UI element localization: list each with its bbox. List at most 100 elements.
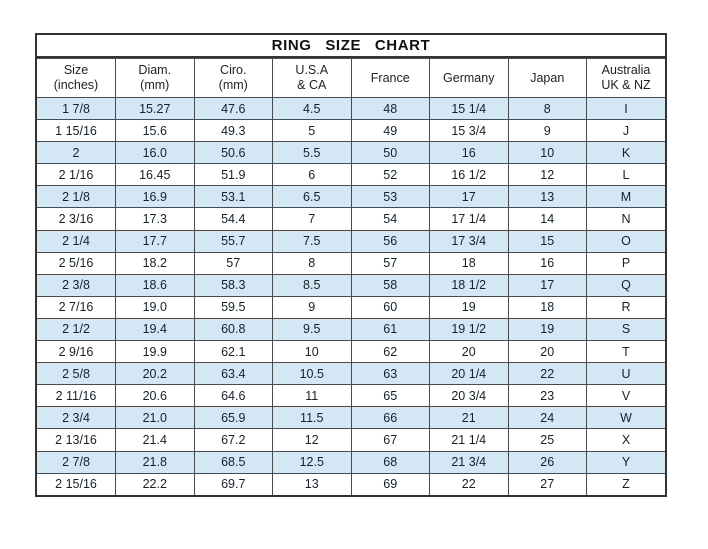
table-cell: K xyxy=(586,141,665,165)
table-cell: S xyxy=(586,317,665,342)
table-cell: 4.5 xyxy=(272,96,352,121)
table-cell: 57 xyxy=(350,251,430,275)
table-cell: 13 xyxy=(272,472,352,496)
table-cell: 20 3/4 xyxy=(429,384,509,408)
table-cell: 22 xyxy=(507,362,587,386)
table-cell: 10.5 xyxy=(272,362,352,386)
table-row: 2 3/16 17.3 54.4 7 54 17 1/4 14 N xyxy=(37,207,665,231)
table-cell: 2 3/16 xyxy=(37,207,116,231)
table-cell: 2 xyxy=(37,141,116,165)
table-row: 1 7/8 15.27 47.6 4.5 48 15 1/4 8 I xyxy=(37,96,665,121)
column-header: France xyxy=(350,58,430,98)
table-cell: 17.7 xyxy=(115,229,195,253)
table-cell: 20 1/4 xyxy=(429,362,509,386)
table-row: 2 1/8 16.9 53.1 6.5 53 17 13 M xyxy=(37,185,665,209)
table-cell: 55.7 xyxy=(193,229,273,253)
table-cell: 2 13/16 xyxy=(37,428,116,452)
table-cell: Q xyxy=(586,273,665,297)
table-cell: 25 xyxy=(507,428,587,452)
table-cell: 15.6 xyxy=(115,119,195,143)
table-row: 2 7/8 21.8 68.5 12.5 68 21 3/4 26 Y xyxy=(37,450,665,474)
table-cell: 2 5/16 xyxy=(37,251,116,275)
table-cell: 17.3 xyxy=(115,207,195,231)
table-cell: N xyxy=(586,207,665,231)
table-cell: 20.6 xyxy=(115,384,195,408)
table-cell: 19 1/2 xyxy=(429,317,509,342)
table-cell: 17 xyxy=(429,185,509,209)
table-cell: 14 xyxy=(507,207,587,231)
table-cell: O xyxy=(586,229,665,253)
header-row: Size (inches) Diam. (mm) Ciro. (mm) U.S.A &… xyxy=(37,58,665,98)
table-cell: 12 xyxy=(507,163,587,187)
column-header: Australia UK & NZ xyxy=(586,58,665,98)
table-cell: 21.8 xyxy=(115,450,195,474)
table-cell: 5.5 xyxy=(272,141,352,165)
table-cell: 9 xyxy=(507,119,587,143)
table-cell: 19 xyxy=(507,317,587,342)
table-cell: 63.4 xyxy=(193,362,273,386)
table-cell: 16.9 xyxy=(115,185,195,209)
table-cell: Z xyxy=(586,472,665,496)
table-cell: 19 xyxy=(429,295,509,319)
column-header: Size (inches) xyxy=(37,58,116,98)
table-cell: T xyxy=(586,340,665,364)
ring-size-chart: RING SIZE CHART Size (inches) Diam. (mm) C… xyxy=(35,33,667,498)
table-cell: 21.4 xyxy=(115,428,195,452)
table-cell: 53.1 xyxy=(193,185,273,209)
table-cell: 8.5 xyxy=(272,273,352,297)
table-cell: 21.0 xyxy=(115,406,195,430)
table-cell: 2 1/4 xyxy=(37,229,116,253)
table-cell: 24 xyxy=(507,406,587,430)
table-cell: 16 xyxy=(507,251,587,275)
table-cell: 11 xyxy=(272,384,352,408)
table-cell: 20.2 xyxy=(115,362,195,386)
table-cell: 8 xyxy=(507,96,587,121)
table-cell: 53 xyxy=(350,185,430,209)
table-cell: 26 xyxy=(507,450,587,474)
column-header: Ciro. (mm) xyxy=(193,58,273,98)
table-cell: 8 xyxy=(272,251,352,275)
column-header: U.S.A & CA xyxy=(272,58,352,98)
table-cell: 17 1/4 xyxy=(429,207,509,231)
table-cell: J xyxy=(586,119,665,143)
table-row: 1 15/16 15.6 49.3 5 49 15 3/4 9 J xyxy=(37,119,665,143)
table-cell: 2 1/2 xyxy=(37,317,116,342)
table-cell: 20 xyxy=(429,340,509,364)
table-cell: 21 3/4 xyxy=(429,450,509,474)
table-cell: P xyxy=(586,251,665,275)
table-row: 2 3/8 18.6 58.3 8.5 58 18 1/2 17 Q xyxy=(37,273,665,297)
table-row: 2 7/16 19.0 59.5 9 60 19 18 R xyxy=(37,295,665,319)
table-cell: 58.3 xyxy=(193,273,273,297)
table-cell: 51.9 xyxy=(193,163,273,187)
table-cell: 23 xyxy=(507,384,587,408)
table-cell: 66 xyxy=(350,406,430,430)
table-cell: 9.5 xyxy=(272,317,352,342)
table-body: 1 7/8 15.27 47.6 4.5 48 15 1/4 8 I 1 15/16 15.6 49… xyxy=(37,96,665,496)
table-cell: 19.9 xyxy=(115,340,195,364)
table-cell: 2 7/8 xyxy=(37,450,116,474)
table-cell: 67 xyxy=(350,428,430,452)
table-cell: 61 xyxy=(350,317,430,342)
table-cell: 6.5 xyxy=(272,185,352,209)
table-cell: I xyxy=(586,96,665,121)
table-cell: 18.6 xyxy=(115,273,195,297)
table-cell: 58 xyxy=(350,273,430,297)
table-row: 2 11/16 20.6 64.6 11 65 20 3/4 23 V xyxy=(37,384,665,408)
table-cell: 12.5 xyxy=(272,450,352,474)
table-cell: 18 xyxy=(429,251,509,275)
table-cell: 17 3/4 xyxy=(429,229,509,253)
table-cell: 15 3/4 xyxy=(429,119,509,143)
table-cell: 50 xyxy=(350,141,430,165)
table-cell: 2 3/8 xyxy=(37,273,116,297)
table-cell: 11.5 xyxy=(272,406,352,430)
table-cell: L xyxy=(586,163,665,187)
table-cell: 60 xyxy=(350,295,430,319)
table-cell: 18 xyxy=(507,295,587,319)
table-cell: 2 7/16 xyxy=(37,295,116,319)
table-cell: 6 xyxy=(272,163,352,187)
table-cell: 15 xyxy=(507,229,587,253)
table-cell: R xyxy=(586,295,665,319)
table-cell: 62 xyxy=(350,340,430,364)
table-cell: 68 xyxy=(350,450,430,474)
table-cell: 1 7/8 xyxy=(37,96,116,121)
